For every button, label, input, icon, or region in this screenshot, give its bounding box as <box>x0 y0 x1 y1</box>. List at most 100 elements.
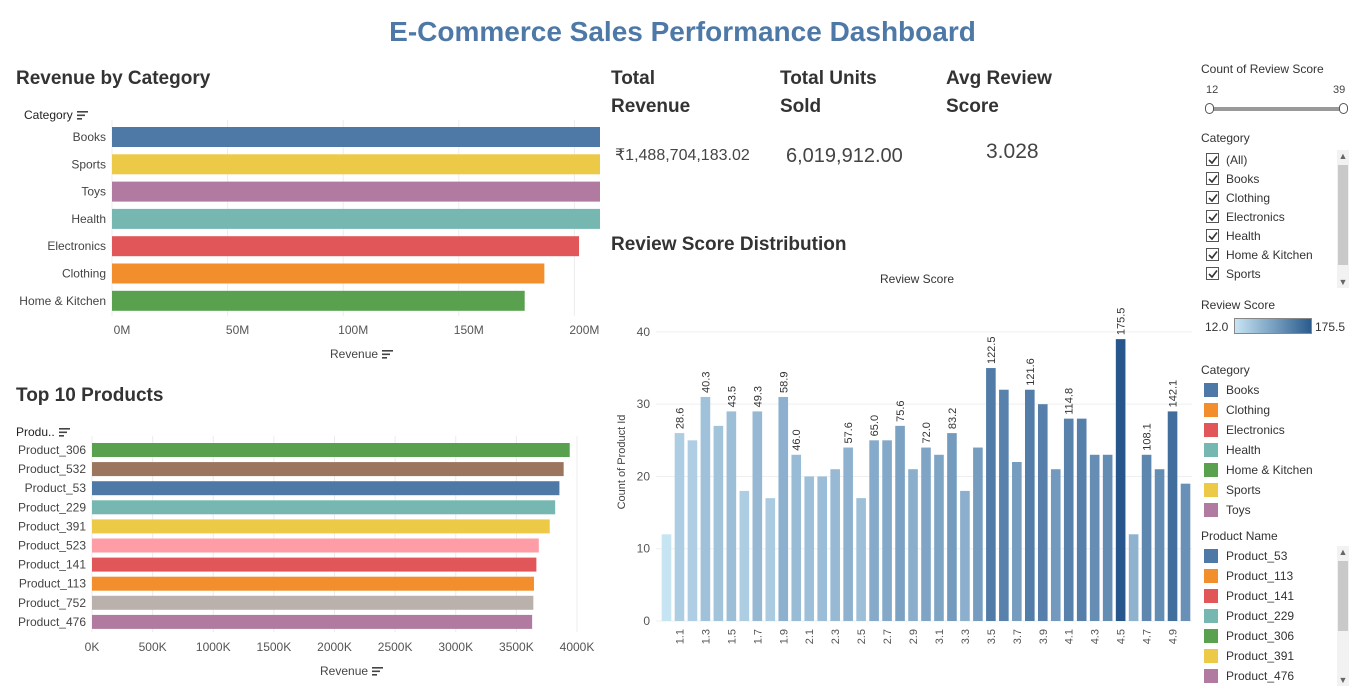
filter-item-label: Health <box>1226 228 1261 243</box>
category-filter-all[interactable]: (All) <box>1206 150 1334 169</box>
legend-item-product-53[interactable]: Product_53 <box>1204 546 1294 566</box>
category-filter-health[interactable]: Health <box>1206 226 1334 245</box>
sort-icon[interactable] <box>76 111 88 120</box>
checkbox[interactable] <box>1206 248 1219 261</box>
range-slider-track[interactable] <box>1208 107 1346 111</box>
legend-item-electronics[interactable]: Electronics <box>1204 420 1313 440</box>
scroll-thumb[interactable] <box>1338 165 1348 265</box>
category-label: Product_53 <box>25 481 87 495</box>
legend-item-product-476[interactable]: Product_476 <box>1204 666 1294 686</box>
legend-item-product-306[interactable]: Product_306 <box>1204 626 1294 646</box>
scroll-thumb[interactable] <box>1338 561 1348 631</box>
range-slider-min-handle[interactable] <box>1205 103 1214 114</box>
revenue-by-category-chart: 0M 50M 100M 150M 200M Books Sports Toys Health El… <box>19 120 600 337</box>
category-filter-scrollbar[interactable]: ▲ ▼ <box>1337 150 1349 288</box>
legend-item-clothing[interactable]: Clothing <box>1204 400 1313 420</box>
x-tick-label: 1500K <box>257 640 292 654</box>
product-row-header[interactable]: Produ.. <box>16 425 70 439</box>
legend-item-health[interactable]: Health <box>1204 440 1313 460</box>
category-label: Product_523 <box>18 539 86 553</box>
legend-item-sports[interactable]: Sports <box>1204 480 1313 500</box>
checkbox[interactable] <box>1206 172 1219 185</box>
bar <box>112 290 525 311</box>
bar <box>92 462 564 477</box>
category-filter-title: Category <box>1201 131 1250 145</box>
checkbox[interactable] <box>1206 229 1219 242</box>
bar <box>92 614 533 629</box>
legend-label: Sports <box>1226 483 1261 497</box>
legend-label: Product_476 <box>1226 669 1295 683</box>
x-tick-label: 200M <box>569 323 599 337</box>
product-legend-scrollbar[interactable]: ▲ ▼ <box>1337 546 1349 686</box>
gradient-min-label: 12.0 <box>1205 320 1229 334</box>
sort-icon[interactable] <box>382 350 394 359</box>
legend-swatch <box>1204 549 1218 563</box>
scroll-down-icon[interactable]: ▼ <box>1338 675 1348 685</box>
x-tick-label: 0M <box>114 323 131 337</box>
category-filter-home-kitchen[interactable]: Home & Kitchen <box>1206 245 1334 264</box>
revenue-axis-label-2: Revenue <box>320 664 369 678</box>
legend-item-home-kitchen[interactable]: Home & Kitchen <box>1204 460 1313 480</box>
kpi-label-line1: Total Units <box>780 68 877 89</box>
bar <box>92 500 556 515</box>
sort-icon[interactable] <box>372 667 384 676</box>
legend-item-product-141[interactable]: Product_141 <box>1204 586 1294 606</box>
checkbox[interactable] <box>1206 210 1219 223</box>
scroll-down-icon[interactable]: ▼ <box>1338 277 1348 287</box>
legend-label: Product_229 <box>1226 609 1295 623</box>
product-legend-title: Product Name <box>1201 529 1278 543</box>
x-tick-label: 1.7 <box>752 629 764 644</box>
x-tick-label: 3.1 <box>934 629 946 644</box>
checkbox[interactable] <box>1206 191 1219 204</box>
checkbox[interactable] <box>1206 153 1219 166</box>
bar <box>791 454 802 621</box>
category-label: Home & Kitchen <box>19 294 106 308</box>
bar <box>1180 483 1191 621</box>
range-slider-max-handle[interactable] <box>1339 103 1348 114</box>
scroll-up-icon[interactable]: ▲ <box>1338 547 1348 557</box>
scroll-up-icon[interactable]: ▲ <box>1338 151 1348 161</box>
category-label: Books <box>73 130 106 144</box>
category-filter-electronics[interactable]: Electronics <box>1206 207 1334 226</box>
bar <box>999 389 1009 621</box>
category-label: Product_752 <box>18 596 86 610</box>
y-tick-label: 40 <box>637 325 651 339</box>
category-filter-clothing[interactable]: Clothing <box>1206 188 1334 207</box>
data-label: 46.0 <box>791 429 803 450</box>
sort-icon[interactable] <box>58 428 70 437</box>
category-label: Toys <box>81 185 106 199</box>
legend-item-product-113[interactable]: Product_113 <box>1204 566 1294 586</box>
legend-label: Product_53 <box>1226 549 1288 563</box>
legend-swatch <box>1204 463 1218 477</box>
legend-item-toys[interactable]: Toys <box>1204 500 1313 520</box>
product-legend: Product_53 Product_113 Product_141 Produ… <box>1204 546 1294 686</box>
category-filter-sports[interactable]: Sports <box>1206 264 1334 283</box>
bar <box>856 498 866 621</box>
legend-label: Product_391 <box>1226 649 1295 663</box>
check-icon <box>1207 174 1218 183</box>
bar <box>674 433 685 621</box>
x-tick-label: 4.3 <box>1090 629 1102 644</box>
bar <box>92 538 539 553</box>
category-label: Electronics <box>47 239 106 253</box>
legend-swatch <box>1204 589 1218 603</box>
legend-item-product-229[interactable]: Product_229 <box>1204 606 1294 626</box>
x-tick-label: 500K <box>139 640 167 654</box>
category-filter-books[interactable]: Books <box>1206 169 1334 188</box>
category-label: Product_229 <box>18 500 86 514</box>
category-row-header[interactable]: Category <box>24 108 88 122</box>
data-label: 28.6 <box>674 408 686 429</box>
bar <box>960 490 970 621</box>
data-label: 40.3 <box>700 372 712 393</box>
kpi-total-revenue-label: Total Revenue <box>611 65 690 121</box>
legend-item-books[interactable]: Books <box>1204 380 1313 400</box>
kpi-total-revenue-value: ₹1,488,704,183.02 <box>615 147 750 164</box>
bar <box>112 181 600 202</box>
checkbox[interactable] <box>1206 267 1219 280</box>
category-label: Sports <box>71 157 106 171</box>
legend-swatch <box>1204 503 1218 517</box>
kpi-label-line2: Sold <box>780 96 822 117</box>
revenue-axis-label-1: Revenue <box>330 347 379 361</box>
legend-item-product-391[interactable]: Product_391 <box>1204 646 1294 666</box>
legend-label: Electronics <box>1226 423 1285 437</box>
